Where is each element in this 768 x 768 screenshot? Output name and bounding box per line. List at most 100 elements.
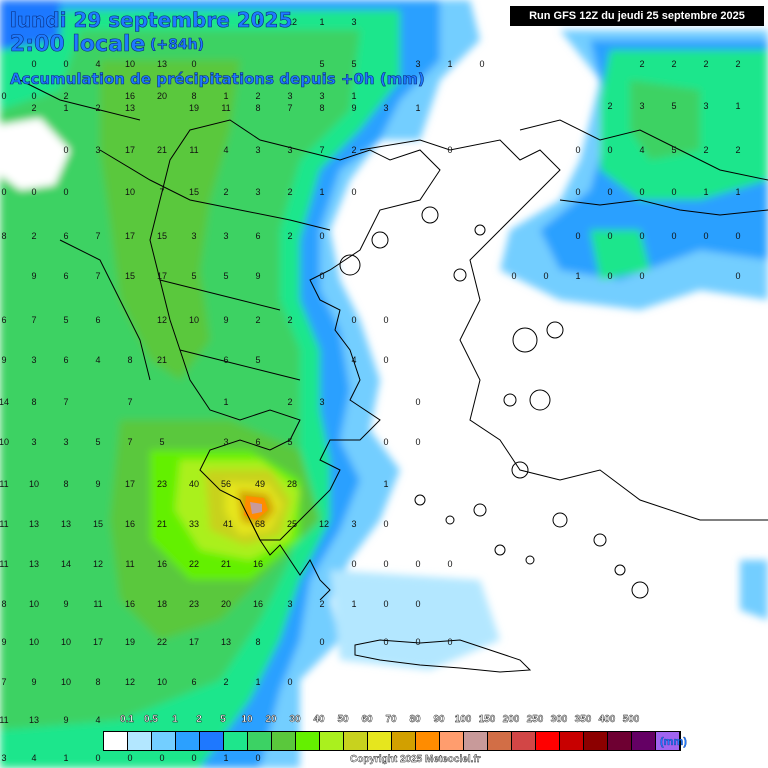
precip-value: 2 xyxy=(703,59,708,69)
precip-value: 6 xyxy=(63,355,68,365)
precip-value: 0 xyxy=(671,187,676,197)
precip-value: 21 xyxy=(157,355,167,365)
precip-value: 0 xyxy=(31,91,36,101)
precip-value: 2 xyxy=(703,145,708,155)
precip-value: 16 xyxy=(253,599,263,609)
precip-value: 49 xyxy=(255,479,265,489)
precip-value: 0 xyxy=(735,231,740,241)
precip-value: 16 xyxy=(253,559,263,569)
precip-value: 1 xyxy=(255,677,260,687)
precip-value: 1 xyxy=(63,753,68,763)
precip-value: 17 xyxy=(125,145,135,155)
precip-value: 6 xyxy=(63,231,68,241)
precip-value: 7 xyxy=(319,145,324,155)
precip-value: 4 xyxy=(351,355,356,365)
precip-value: 3 xyxy=(223,437,228,447)
legend-swatch xyxy=(296,732,320,750)
legend-label: 0.5 xyxy=(144,714,158,725)
precip-value: 0 xyxy=(383,315,388,325)
precip-value: 0 xyxy=(383,559,388,569)
precip-value: 4 xyxy=(95,59,100,69)
legend-swatch xyxy=(200,732,224,750)
precip-value: 13 xyxy=(29,519,39,529)
precip-value: 7 xyxy=(95,271,100,281)
precip-value: 9 xyxy=(63,715,68,725)
precip-value: 1 xyxy=(351,91,356,101)
precip-value: 7 xyxy=(287,103,292,113)
precip-value: 3 xyxy=(63,437,68,447)
legend-swatch xyxy=(320,732,344,750)
legend-swatch xyxy=(632,732,656,750)
precip-value: 11 xyxy=(189,145,198,155)
precip-value: 10 xyxy=(157,677,167,687)
legend-label: 50 xyxy=(337,714,349,725)
precip-value: 2 xyxy=(319,599,324,609)
precip-value: 0 xyxy=(575,187,580,197)
precip-value: 17 xyxy=(125,231,135,241)
precip-value: 17 xyxy=(157,271,167,281)
precip-value: 2 xyxy=(287,315,292,325)
legend-label: 150 xyxy=(478,714,496,725)
precip-value: 6 xyxy=(95,315,100,325)
legend-label: 300 xyxy=(550,714,568,725)
precip-value: 2 xyxy=(223,677,228,687)
precip-value: 2 xyxy=(671,59,676,69)
precip-value: 0 xyxy=(511,271,516,281)
legend-color-scale xyxy=(103,731,681,751)
precip-value: 0 xyxy=(319,271,324,281)
precip-value: 3 xyxy=(319,397,324,407)
precip-value: 10 xyxy=(29,599,39,609)
precip-value: 21 xyxy=(157,145,167,155)
precip-value: 1 xyxy=(703,187,708,197)
lead-time: (+84h) xyxy=(150,37,205,54)
legend-swatch xyxy=(536,732,560,750)
precip-value: 0 xyxy=(63,145,68,155)
precip-value: 8 xyxy=(63,479,68,489)
legend-swatch xyxy=(464,732,488,750)
precip-value: 21 xyxy=(157,519,167,529)
precip-value: 5 xyxy=(223,271,228,281)
legend-label: 350 xyxy=(574,714,592,725)
precip-value: 1 xyxy=(223,753,228,763)
legend-label: 200 xyxy=(502,714,520,725)
precip-value: 11 xyxy=(0,559,9,569)
precip-value: 9 xyxy=(63,599,68,609)
precip-value: 0 xyxy=(543,271,548,281)
precip-value: 15 xyxy=(93,519,103,529)
precip-value: 0 xyxy=(63,187,68,197)
precip-value: 25 xyxy=(287,519,297,529)
precip-value: 0 xyxy=(383,599,388,609)
precip-value: 1 xyxy=(383,479,388,489)
precip-value: 10 xyxy=(29,637,39,647)
precip-value: 15 xyxy=(125,271,135,281)
precip-value: 0 xyxy=(735,271,740,281)
legend-label: 30 xyxy=(289,714,301,725)
precip-value: 10 xyxy=(61,637,71,647)
precip-value: 11 xyxy=(125,559,134,569)
precip-value: 18 xyxy=(157,599,167,609)
precip-value: 13 xyxy=(29,559,39,569)
precip-value: 0 xyxy=(191,59,196,69)
precip-value: 1 xyxy=(223,91,228,101)
precip-value: 23 xyxy=(189,599,199,609)
precip-value: 19 xyxy=(189,103,199,113)
precip-value: 5 xyxy=(63,315,68,325)
precip-value: 0 xyxy=(607,145,612,155)
precip-value: 5 xyxy=(191,271,196,281)
precip-value: 23 xyxy=(157,479,167,489)
precip-value: 7 xyxy=(63,397,68,407)
precip-value: 0 xyxy=(575,145,580,155)
precip-value: 16 xyxy=(157,559,167,569)
precip-value: 0 xyxy=(575,231,580,241)
legend-swatch xyxy=(608,732,632,750)
precip-value: 0 xyxy=(703,231,708,241)
precip-value: 15 xyxy=(189,187,199,197)
precip-value: 3 xyxy=(383,103,388,113)
precip-value: 5 xyxy=(159,437,164,447)
legend-swatch xyxy=(176,732,200,750)
legend-unit: (mm) xyxy=(660,736,687,748)
precip-value: 11 xyxy=(0,519,9,529)
legend-swatch xyxy=(248,732,272,750)
